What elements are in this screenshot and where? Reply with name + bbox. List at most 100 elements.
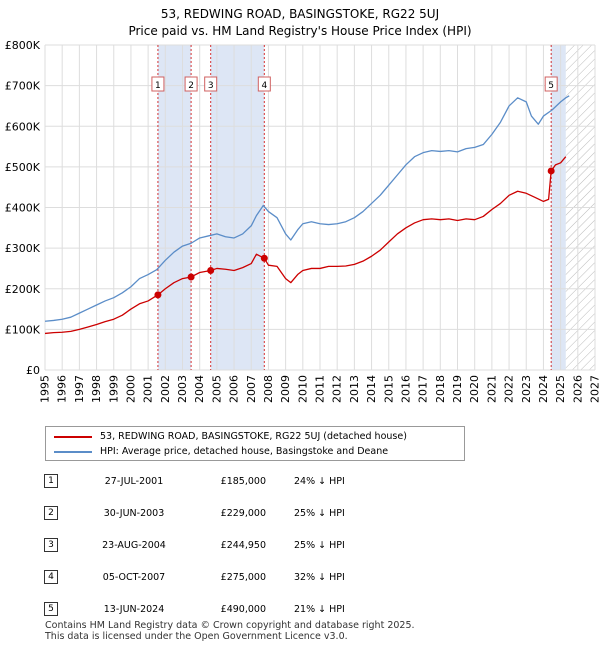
x-tick-label: 1997	[73, 375, 86, 403]
x-tick-label: 2008	[262, 375, 275, 403]
sale-number-badge: 2	[44, 506, 58, 520]
sale-labels-layer: 1 2 3 4 5	[151, 76, 558, 92]
x-tick-label: 2009	[279, 375, 292, 403]
grid-layer	[44, 44, 596, 371]
sale-marker-label: 4	[261, 81, 267, 91]
legend-label-hpi: HPI: Average price, detached house, Basi…	[100, 446, 389, 457]
footer-licence: This data is licensed under the Open Gov…	[45, 631, 348, 642]
x-tick-label: 2026	[571, 375, 584, 403]
sale-marker-label: 3	[208, 81, 214, 91]
sale-price: £490,000	[220, 604, 266, 615]
sale-marker-box	[151, 76, 165, 92]
legend-item-hpi: HPI: Average price, detached house, Basi…	[54, 445, 388, 459]
sale-marker-label: 2	[188, 81, 194, 91]
sale-row: 5 13-JUN-2024 £490,000 21% ↓ HPI	[44, 600, 444, 620]
x-tick-label: 2001	[142, 375, 155, 403]
price-chart: 1 2 3 4 5 £0 £100K £200K £300K £400K £500K £600K £7…	[5, 39, 600, 403]
sale-date: 23-AUG-2004	[102, 540, 166, 551]
x-tick-label: 2014	[365, 375, 378, 403]
axes-layer: £0 £100K £200K £300K £400K £500K £600K £700K £80…	[5, 39, 600, 403]
sale-hpi-diff: 24% ↓ HPI	[294, 476, 345, 487]
sale-marker-box	[184, 76, 198, 92]
sale-hpi-diff: 32% ↓ HPI	[294, 572, 345, 583]
sale-point	[187, 273, 195, 281]
sale-row: 2 30-JUN-2003 £229,000 25% ↓ HPI	[44, 504, 444, 524]
sale-date: 27-JUL-2001	[104, 476, 164, 487]
sale-price: £229,000	[220, 508, 266, 519]
y-tick-label: £400K	[5, 202, 41, 215]
x-tick-label: 2019	[451, 375, 464, 403]
x-tick-label: 2004	[193, 375, 206, 403]
sale-marker-box	[544, 76, 558, 92]
sale-marker-label: 1	[155, 81, 161, 91]
x-tick-label: 2010	[296, 375, 309, 403]
sale-point	[154, 291, 162, 299]
sale-date: 13-JUN-2024	[103, 604, 165, 615]
sale-date: 30-JUN-2003	[103, 508, 165, 519]
y-tick-label: £800K	[5, 39, 41, 52]
legend-item-property: 53, REDWING ROAD, BASINGSTOKE, RG22 5UJ …	[54, 430, 407, 444]
chart-title-line-1: 53, REDWING ROAD, BASINGSTOKE, RG22 5UJ	[160, 7, 440, 21]
sale-price: £244,950	[220, 540, 266, 551]
chart-title: 53, REDWING ROAD, BASINGSTOKE, RG22 5UJ …	[0, 6, 600, 40]
sale-price: £185,000	[220, 476, 266, 487]
sale-marker-box	[204, 76, 218, 92]
sale-marker-label: 5	[548, 81, 554, 91]
footer-copyright: Contains HM Land Registry data © Crown c…	[45, 620, 415, 631]
x-tick-label: 2011	[314, 375, 327, 403]
sale-points-layer	[154, 167, 555, 299]
sale-row: 3 23-AUG-2004 £244,950 25% ↓ HPI	[44, 536, 444, 556]
x-tick-label: 2023	[520, 375, 533, 403]
x-tick-label: 2013	[348, 375, 361, 403]
sale-hpi-diff: 25% ↓ HPI	[294, 540, 345, 551]
x-tick-label: 2003	[176, 375, 189, 403]
x-tick-label: 2002	[159, 375, 172, 403]
x-tick-label: 2022	[503, 375, 516, 403]
x-tick-label: 2020	[468, 375, 481, 403]
x-tick-label: 2000	[124, 375, 137, 403]
sale-row: 4 05-OCT-2007 £275,000 32% ↓ HPI	[44, 568, 444, 588]
y-tick-label: £600K	[5, 120, 41, 133]
x-tick-label: 2024	[537, 375, 550, 403]
y-tick-label: £100K	[5, 323, 41, 336]
sale-hpi-diff: 25% ↓ HPI	[294, 508, 345, 519]
x-tick-label: 1999	[107, 375, 120, 403]
x-tick-label: 2006	[228, 375, 241, 403]
sale-hpi-diff: 21% ↓ HPI	[294, 604, 345, 615]
sale-number-badge: 4	[44, 570, 58, 584]
sale-point	[260, 254, 268, 262]
series-layer	[45, 95, 570, 335]
x-tick-label: 1995	[39, 375, 52, 403]
footer: Contains HM Land Registry data © Crown c…	[45, 620, 415, 642]
chart-subtitle: Price paid vs. HM Land Registry's House …	[128, 24, 472, 38]
sale-point	[207, 266, 215, 274]
x-tick-label: 2021	[485, 375, 498, 403]
sale-date: 05-OCT-2007	[102, 572, 166, 583]
legend-swatch-blue	[54, 450, 92, 453]
y-tick-label: £200K	[5, 283, 41, 296]
x-tick-label: 2027	[589, 375, 600, 403]
series-line-property	[45, 156, 567, 335]
y-tick-label: £0	[26, 364, 40, 377]
legend-label-property: 53, REDWING ROAD, BASINGSTOKE, RG22 5UJ …	[100, 431, 407, 442]
sale-number-badge: 3	[44, 538, 58, 552]
sale-point	[547, 167, 555, 175]
y-tick-label: £700K	[5, 80, 41, 93]
y-tick-label: £300K	[5, 242, 41, 255]
x-tick-label: 2017	[417, 375, 430, 403]
sale-marker-box	[257, 76, 271, 92]
y-tick-label: £500K	[5, 161, 41, 174]
x-tick-label: 2018	[434, 375, 447, 403]
x-tick-label: 2007	[245, 375, 258, 403]
x-tick-label: 2015	[382, 375, 395, 403]
x-tick-label: 1998	[90, 375, 103, 403]
sale-price: £275,000	[220, 572, 266, 583]
series-line-hpi	[45, 95, 570, 322]
legend: 53, REDWING ROAD, BASINGSTOKE, RG22 5UJ …	[45, 426, 465, 461]
x-tick-label: 2025	[554, 375, 567, 403]
x-tick-label: 2016	[399, 375, 412, 403]
sale-number-badge: 1	[44, 474, 58, 488]
sale-number-badge: 5	[44, 602, 58, 616]
sale-row: 1 27-JUL-2001 £185,000 24% ↓ HPI	[44, 472, 444, 492]
x-tick-label: 2005	[210, 375, 223, 403]
